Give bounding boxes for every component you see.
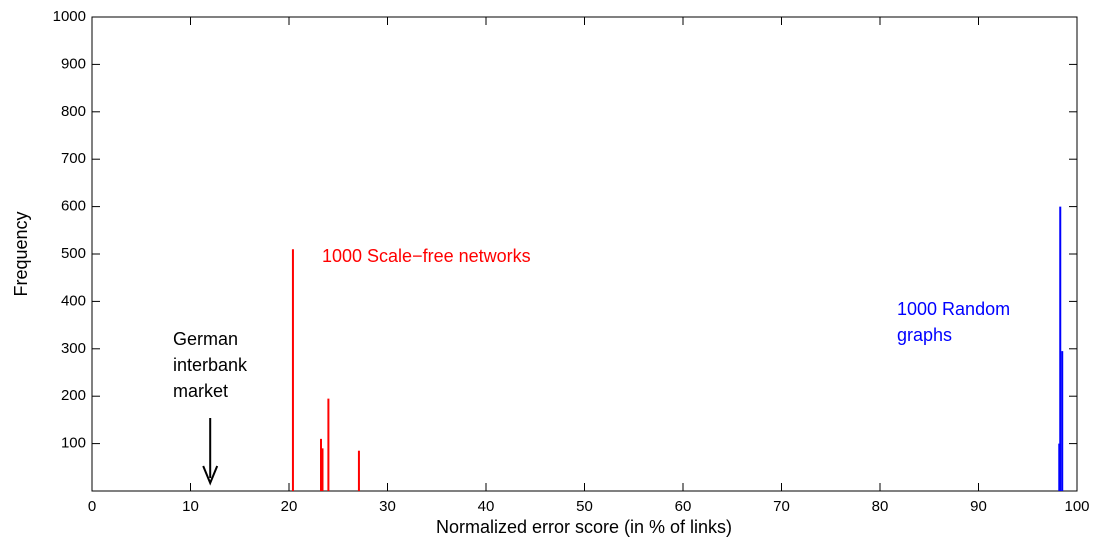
- x-tick-label: 60: [675, 498, 692, 515]
- x-tick-label: 20: [281, 498, 298, 515]
- y-tick-label: 800: [61, 103, 86, 120]
- y-tick-label: 100: [61, 435, 86, 452]
- annotation-text: German: [173, 329, 238, 349]
- y-tick-label: 900: [61, 55, 86, 72]
- x-tick-label: 40: [478, 498, 495, 515]
- x-tick-label: 0: [88, 498, 96, 515]
- x-tick-label: 80: [872, 498, 889, 515]
- x-axis-title: Normalized error score (in % of links): [436, 517, 732, 537]
- y-tick-label: 600: [61, 198, 86, 215]
- series-label: 1000 Scale−free networks: [322, 246, 531, 266]
- y-tick-label: 400: [61, 292, 86, 309]
- y-axis-title: Frequency: [11, 211, 31, 296]
- annotation-text: interbank: [173, 355, 248, 375]
- plot-frame: [91, 16, 1078, 492]
- x-tick-label: 90: [970, 498, 987, 515]
- annotation-arrowhead: [202, 465, 219, 486]
- x-tick-label: 10: [182, 498, 199, 515]
- y-tick-label: 700: [61, 150, 86, 167]
- y-tick-label: 500: [61, 245, 86, 262]
- x-tick-label: 100: [1064, 498, 1089, 515]
- series-label: 1000 Random graphs: [897, 299, 1010, 345]
- annotation-text: market: [173, 381, 228, 401]
- x-tick-label: 50: [576, 498, 593, 515]
- x-tick-label: 30: [379, 498, 396, 515]
- y-tick-label: 300: [61, 340, 86, 357]
- y-tick-label: 1000: [53, 8, 86, 25]
- x-tick-label: 70: [773, 498, 790, 515]
- y-tick-label: 200: [61, 387, 86, 404]
